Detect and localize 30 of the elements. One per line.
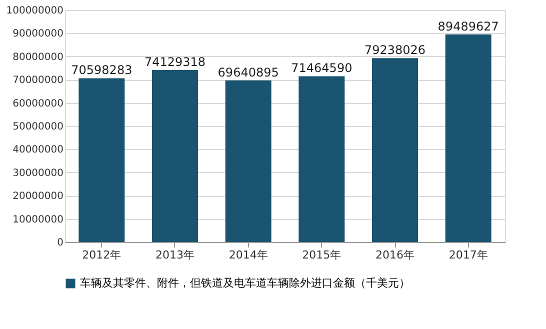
y-tick-label: 0	[57, 238, 64, 248]
data-label: 89489627	[438, 19, 499, 34]
bar	[445, 34, 492, 242]
x-tick-label: 2015年	[302, 248, 342, 262]
legend-label: 车辆及其零件、附件，但铁道及电车道车辆除外进口金额（千美元）	[80, 276, 410, 290]
y-tick-label: 70000000	[12, 75, 64, 86]
x-tick-label: 2013年	[156, 248, 194, 262]
data-label: 70598283	[71, 63, 132, 78]
y-tick-label: 20000000	[12, 191, 64, 202]
data-label: 79238026	[364, 43, 426, 58]
bar	[152, 70, 198, 242]
y-tick-label: 10000000	[12, 214, 64, 226]
x-tick-label: 2014年	[228, 248, 268, 262]
y-tick-label: 30000000	[12, 168, 64, 179]
y-tick-label: 50000000	[12, 122, 64, 132]
bar	[372, 58, 418, 242]
x-tick-label: 2012年	[82, 248, 122, 262]
data-label: 69640895	[218, 65, 279, 80]
y-tick-label: 100000000	[6, 6, 64, 16]
bar	[298, 76, 345, 242]
y-tick-label: 40000000	[12, 144, 64, 156]
data-label: 74129318	[144, 55, 206, 70]
data-label: 71464590	[291, 61, 352, 76]
y-tick-label: 80000000	[12, 52, 64, 63]
y-tick-label: 90000000	[12, 28, 64, 40]
bar	[225, 80, 272, 242]
x-tick-label: 2017年	[448, 248, 488, 262]
y-tick-label: 60000000	[12, 98, 64, 110]
x-tick-label: 2016年	[376, 248, 414, 262]
bar	[78, 78, 125, 242]
